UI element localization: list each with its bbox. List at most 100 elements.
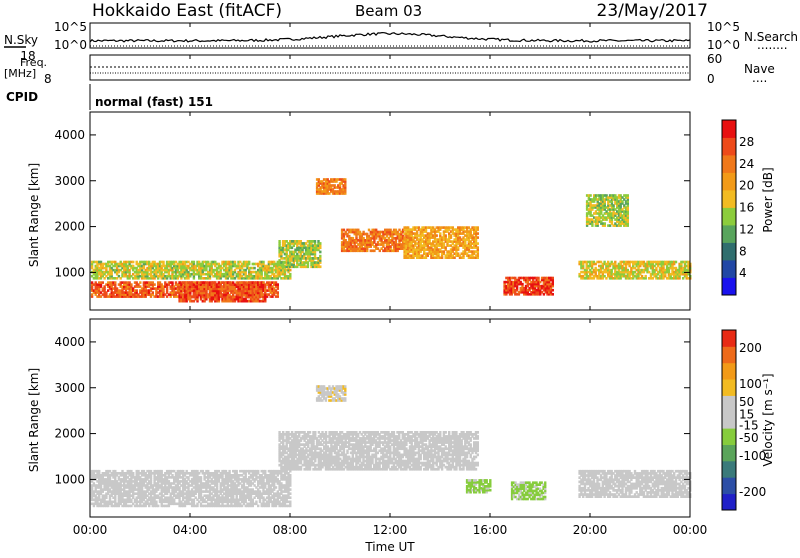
power-cell [277, 283, 279, 286]
power-cell [289, 269, 291, 272]
colorbar-swatch [722, 225, 736, 243]
nsearch-tick-top: 10^5 [707, 20, 740, 34]
power-cell [136, 289, 138, 292]
cpid-label: CPID [6, 90, 38, 104]
power-cell [521, 283, 523, 286]
nsky-series [90, 33, 690, 42]
power-cell [234, 261, 236, 264]
power-cell [114, 281, 116, 284]
beam-label: Beam 03 [355, 2, 422, 20]
power-cell [477, 242, 479, 245]
colorbar-swatch [722, 243, 736, 261]
power-heatmap-cells [91, 178, 692, 302]
colorbar-tick-label: 28 [739, 135, 754, 149]
colorbar-tick-label: 8 [739, 244, 747, 258]
nsearch-tick-bottom: 10^0 [707, 38, 740, 52]
nsky-tick-top: 10^5 [54, 20, 87, 34]
power-cell [445, 234, 447, 237]
power-cell [344, 178, 346, 181]
y-tick-label: 1000 [54, 265, 85, 279]
power-cell [289, 273, 291, 276]
colorbar-tick-label: 24 [739, 157, 754, 171]
power-cell [627, 194, 629, 197]
power-cell [162, 261, 164, 264]
power-cell [436, 234, 438, 237]
power-cell [319, 251, 321, 254]
nsky-tick-bottom: 10^0 [54, 38, 87, 52]
power-cell [552, 277, 554, 280]
colorbar-swatch [722, 260, 736, 278]
power-colorbar: 28 24 20 16 12 8 4 [722, 120, 754, 295]
freq-tick-bottom: 8 [44, 72, 52, 86]
power-cell [262, 281, 264, 284]
colorbar-swatch [722, 173, 736, 191]
power-cell [614, 261, 616, 264]
power-cell [477, 246, 479, 249]
date-label: 23/May/2017 [597, 1, 709, 21]
power-cell [319, 242, 321, 245]
freq-unit-label: [MHz] [4, 67, 36, 80]
y-tick-label: 3000 [54, 174, 85, 188]
power-cell [277, 291, 279, 294]
power-cell [102, 281, 104, 284]
colorbar-swatch [722, 138, 736, 156]
station-title: Hokkaido East (fitACF) [92, 1, 282, 21]
power-cell [604, 222, 606, 225]
power-cell [319, 265, 321, 268]
power-cell [171, 281, 173, 284]
colorbar-swatch [722, 120, 736, 138]
power-cell [132, 261, 134, 264]
colorbar-swatch [722, 155, 736, 173]
colorbar-tick-label: 4 [739, 266, 747, 280]
colorbar-tick-label: 12 [739, 222, 754, 236]
power-cell [264, 285, 266, 288]
nave-legend-dots: .... [752, 71, 767, 85]
power-cell [439, 232, 441, 235]
velocity-cell [98, 470, 100, 473]
velocity-cell [200, 476, 202, 479]
power-cell [537, 277, 539, 280]
nave-tick-top: 60 [707, 52, 722, 66]
freq-panel: 18 Freq. [MHz] 8 60 0 Nave .... [4, 49, 775, 86]
power-colorbar-label: Power [dB] [761, 167, 775, 232]
power-cell [589, 194, 591, 197]
power-cell [552, 289, 554, 292]
power-cell [278, 240, 280, 243]
power-cell [477, 226, 479, 229]
nsky-label: N.Sky [4, 33, 38, 47]
power-cell [248, 261, 250, 264]
colorbar-swatch [722, 278, 736, 296]
colorbar-swatch [722, 190, 736, 208]
power-cell [314, 240, 316, 243]
power-cell [645, 275, 647, 278]
colorbar-tick-label: 16 [739, 201, 754, 215]
power-cell [675, 261, 677, 264]
power-cell [243, 281, 245, 284]
velocity-heatmap-cells [91, 385, 692, 507]
colorbar-swatch [722, 208, 736, 226]
colorbar-tick-label: 20 [739, 179, 754, 193]
power-cell [153, 283, 155, 286]
velocity-cell [161, 470, 163, 473]
velocity-cell [155, 501, 157, 504]
power-ylabel: Slant Range [km] [27, 163, 41, 267]
nsky-panel: N.Sky 10^5 10^0 10^5 10^0 N.Search .....… [4, 20, 798, 52]
y-tick-label: 2000 [54, 220, 85, 234]
power-cell [193, 261, 195, 264]
power-cell [130, 283, 132, 286]
velocity-cell [132, 472, 134, 475]
power-cell [152, 291, 154, 294]
cpid-panel: CPID normal (fast) 151 [6, 84, 213, 110]
power-cell [552, 293, 554, 296]
power-cell [253, 267, 255, 270]
power-cell [262, 261, 264, 264]
power-cell [477, 232, 479, 235]
cpid-text: normal (fast) 151 [95, 95, 213, 109]
velocity-cell [157, 505, 159, 508]
nsearch-legend-dots: ........ [757, 38, 788, 52]
